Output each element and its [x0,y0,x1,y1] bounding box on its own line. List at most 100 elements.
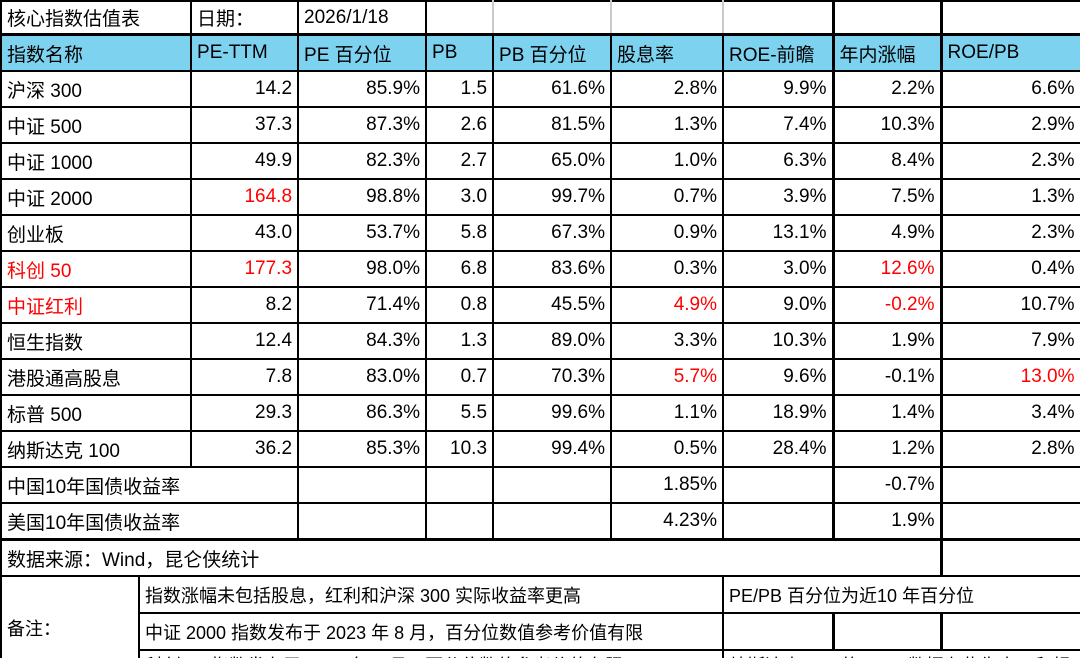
sheet-title: 核心指数估值表 [0,0,193,36]
data-source-text: 数据来源：Wind，昆仑侠统计 [0,538,943,577]
cell-pe-ttm: 37.3 [190,106,300,144]
cell-roe-pb: 0.4% [939,250,1080,288]
cell-pe-ttm: 7.8 [190,358,300,396]
cell-pb-pct: 65.0% [492,142,613,180]
cell-div-yield: 0.9% [610,214,725,252]
cell-pb: 3.0 [425,178,495,216]
index-name: 中证 1000 [0,142,193,180]
index-row: 科创 50 177.3 98.0% 6.8 83.6% 0.3% 3.0% 12.6% 0.4% [0,250,1080,288]
cell-div-yield: 4.23% [610,502,725,541]
cell-pe-pct: 82.3% [297,142,428,180]
cell-div-yield: 1.1% [610,394,725,432]
note-text: 纳斯达克 100 的 ROE 数据有些失真，和超 [722,649,1080,658]
cell-pb-pct: 99.4% [492,430,613,468]
cell-pe-ttm: 49.9 [190,142,300,180]
title-row: 核心指数估值表 日期： 2026/1/18 [0,0,1080,36]
cell-pe-pct: 84.3% [297,322,428,360]
col-header-pe-ttm: PE-TTM [190,33,300,72]
index-row: 标普 500 29.3 86.3% 5.5 99.6% 1.1% 18.9% 1.4% 3.4% [0,394,1080,432]
cell-pe-pct: 71.4% [297,286,428,324]
cell-roe-fwd: 28.4% [722,430,835,468]
cell-roe-fwd: 3.9% [722,178,835,216]
note-text: 中证 2000 指数发布于 2023 年 8 月，百分位数值参考价值有限 [137,612,725,651]
index-row: 恒生指数 12.4 84.3% 1.3 89.0% 3.3% 10.3% 1.9% 7.9% [0,322,1080,360]
index-row: 中证红利 8.2 71.4% 0.8 45.5% 4.9% 9.0% -0.2% 10.7% [0,286,1080,324]
date-value: 2026/1/18 [297,0,428,36]
bond-row: 美国10年国债收益率 4.23% 1.9% [0,502,1080,541]
cell-roe-fwd: 9.9% [722,70,835,108]
cell-ytd: -0.2% [831,286,943,324]
index-name: 恒生指数 [0,322,193,360]
cell-ytd: 7.5% [831,178,943,216]
cell-roe-pb: 7.9% [939,322,1080,360]
cell-roe-fwd: 10.3% [722,322,835,360]
empty-cell [492,502,613,541]
cell-roe-pb: 2.3% [939,142,1080,180]
cell-roe-pb: 1.3% [939,178,1080,216]
index-name: 中证红利 [0,286,193,324]
cell-pb-pct: 89.0% [492,322,613,360]
cell-pb-pct: 61.6% [492,70,613,108]
source-row: 数据来源：Wind，昆仑侠统计 [0,538,1080,577]
bond-name: 美国10年国债收益率 [0,502,300,541]
title-spacer-cell [492,0,613,36]
cell-roe-fwd: 13.1% [722,214,835,252]
cell-ytd: 8.4% [831,142,943,180]
index-name: 纳斯达克 100 [0,430,193,468]
note-row: 备注： 指数涨幅未包括股息，红利和沪深 300 实际收益率更高 PE/PB 百分… [0,575,1080,658]
cell-pe-pct: 83.0% [297,358,428,396]
col-header-index-name: 指数名称 [0,33,193,72]
cell-pe-pct: 85.9% [297,70,428,108]
note-row: 科创 50 指数发布于 2020 年 7 月，百分位数值参考价值有限 纳斯达克 … [1,649,1080,658]
index-row: 中证 2000 164.8 98.8% 3.0 99.7% 0.7% 3.9% 7.5% 1.3… [0,178,1080,216]
cell-pe-ttm: 36.2 [190,430,300,468]
cell-ytd: -0.7% [831,466,943,504]
empty-cell [939,612,1080,651]
note-row: 中证 2000 指数发布于 2023 年 8 月，百分位数值参考价值有限 [1,612,1080,651]
remark-label: 备注： [0,575,140,658]
index-name: 科创 50 [0,250,193,288]
cell-div-yield: 5.7% [610,358,725,396]
title-spacer-cell [831,0,943,36]
cell-pb: 1.3 [425,322,495,360]
cell-pb-pct: 99.7% [492,178,613,216]
cell-div-yield: 1.0% [610,142,725,180]
index-name: 中证 2000 [0,178,193,216]
empty-cell [425,502,495,541]
cell-pe-ttm: 29.3 [190,394,300,432]
bond-name: 中国10年国债收益率 [0,466,300,504]
note-text: 指数涨幅未包括股息，红利和沪深 300 实际收益率更高 [137,575,725,614]
cell-roe-fwd: 18.9% [722,394,835,432]
empty-cell [425,466,495,504]
note-text: PE/PB 百分位为近10 年百分位 [722,575,1080,614]
cell-pb: 10.3 [425,430,495,468]
cell-pb-pct: 81.5% [492,106,613,144]
date-label: 日期： [190,0,300,36]
index-name: 标普 500 [0,394,193,432]
cell-div-yield: 2.8% [610,70,725,108]
empty-cell [939,502,1080,541]
cell-ytd: -0.1% [831,358,943,396]
cell-roe-fwd: 9.0% [722,286,835,324]
col-header-pe-pct: PE 百分位 [297,33,428,72]
cell-div-yield: 1.85% [610,466,725,504]
title-spacer-cell [722,0,835,36]
cell-pb-pct: 83.6% [492,250,613,288]
index-name: 港股通高股息 [0,358,193,396]
empty-cell [939,538,1080,577]
cell-div-yield: 4.9% [610,286,725,324]
col-header-roe-pb: ROE/PB [939,33,1080,72]
index-row: 中证 1000 49.9 82.3% 2.7 65.0% 1.0% 6.3% 8.4% 2.3% [0,142,1080,180]
cell-roe-pb: 3.4% [939,394,1080,432]
index-name: 沪深 300 [0,70,193,108]
cell-pe-pct: 85.3% [297,430,428,468]
cell-pb-pct: 99.6% [492,394,613,432]
cell-ytd: 2.2% [831,70,943,108]
cell-pb: 5.8 [425,214,495,252]
cell-ytd: 1.2% [831,430,943,468]
index-row: 沪深 300 14.2 85.9% 1.5 61.6% 2.8% 9.9% 2.2% 6.6% [0,70,1080,108]
title-spacer-cell [939,0,1080,36]
index-row: 中证 500 37.3 87.3% 2.6 81.5% 1.3% 7.4% 10.3% 2.9% [0,106,1080,144]
